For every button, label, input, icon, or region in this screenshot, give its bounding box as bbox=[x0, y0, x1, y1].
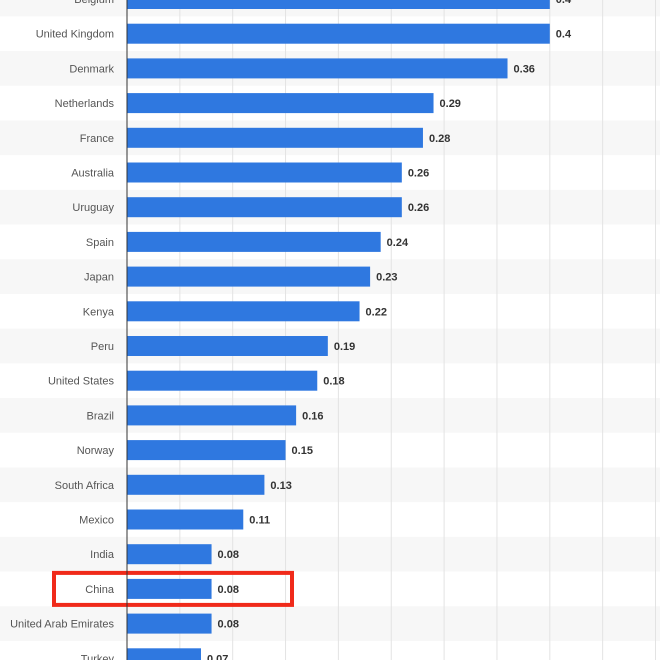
category-label: South Africa bbox=[55, 480, 115, 492]
bar bbox=[127, 127, 423, 148]
category-label: Uruguay bbox=[72, 202, 114, 214]
category-label: Turkey bbox=[81, 653, 115, 660]
bar bbox=[127, 266, 371, 287]
bar bbox=[127, 58, 508, 79]
value-label: 0.22 bbox=[366, 306, 387, 318]
bar bbox=[127, 544, 212, 565]
category-label: Belgium bbox=[74, 0, 114, 6]
value-label: 0.08 bbox=[218, 584, 239, 596]
bar bbox=[127, 405, 297, 426]
bar bbox=[127, 370, 318, 391]
bar bbox=[127, 509, 244, 530]
category-label: United Kingdom bbox=[36, 29, 114, 41]
bar bbox=[127, 301, 360, 322]
category-label: Japan bbox=[84, 272, 114, 284]
value-label: 0.26 bbox=[408, 168, 429, 180]
bar bbox=[127, 231, 381, 252]
highlight-box bbox=[52, 570, 294, 607]
bar bbox=[127, 336, 328, 356]
category-label: Brazil bbox=[86, 410, 114, 422]
value-label: 0.15 bbox=[292, 445, 313, 457]
category-label: Peru bbox=[91, 341, 114, 353]
value-label: 0.07 bbox=[207, 653, 228, 660]
bar bbox=[127, 578, 212, 599]
value-label: 0.13 bbox=[270, 480, 291, 492]
value-label: 0.4 bbox=[556, 29, 572, 41]
value-label: 0.26 bbox=[408, 202, 429, 214]
category-label: Kenya bbox=[83, 306, 115, 318]
value-label: 0.16 bbox=[302, 410, 323, 422]
value-label: 0.28 bbox=[429, 133, 450, 145]
bar bbox=[127, 197, 402, 218]
bar bbox=[127, 0, 550, 9]
category-label: Norway bbox=[77, 445, 115, 457]
value-label: 0.29 bbox=[440, 98, 461, 110]
category-label: Netherlands bbox=[55, 98, 115, 110]
category-label: France bbox=[80, 133, 114, 145]
value-label: 0.19 bbox=[334, 341, 355, 353]
category-label: India bbox=[90, 549, 115, 561]
bar bbox=[127, 440, 286, 461]
value-label: 0.08 bbox=[218, 619, 239, 631]
value-label: 0.08 bbox=[218, 549, 239, 561]
bar bbox=[127, 23, 550, 44]
bar bbox=[127, 613, 212, 634]
category-label: Spain bbox=[86, 237, 114, 249]
bar bbox=[127, 162, 402, 183]
value-label: 0.24 bbox=[387, 237, 409, 249]
bar bbox=[127, 93, 434, 114]
value-label: 0.11 bbox=[249, 515, 270, 527]
category-label: United States bbox=[48, 376, 115, 388]
value-label: 0.23 bbox=[376, 272, 397, 284]
value-label: 0.4 bbox=[556, 0, 572, 6]
value-label: 0.36 bbox=[514, 63, 535, 75]
category-label: China bbox=[85, 584, 115, 596]
category-label: United Arab Emirates bbox=[10, 619, 114, 631]
category-label: Denmark bbox=[69, 63, 114, 75]
category-label: Australia bbox=[71, 168, 115, 180]
category-label: Mexico bbox=[79, 515, 114, 527]
bar bbox=[127, 474, 265, 495]
value-label: 0.18 bbox=[323, 376, 344, 388]
bar bbox=[127, 648, 201, 660]
